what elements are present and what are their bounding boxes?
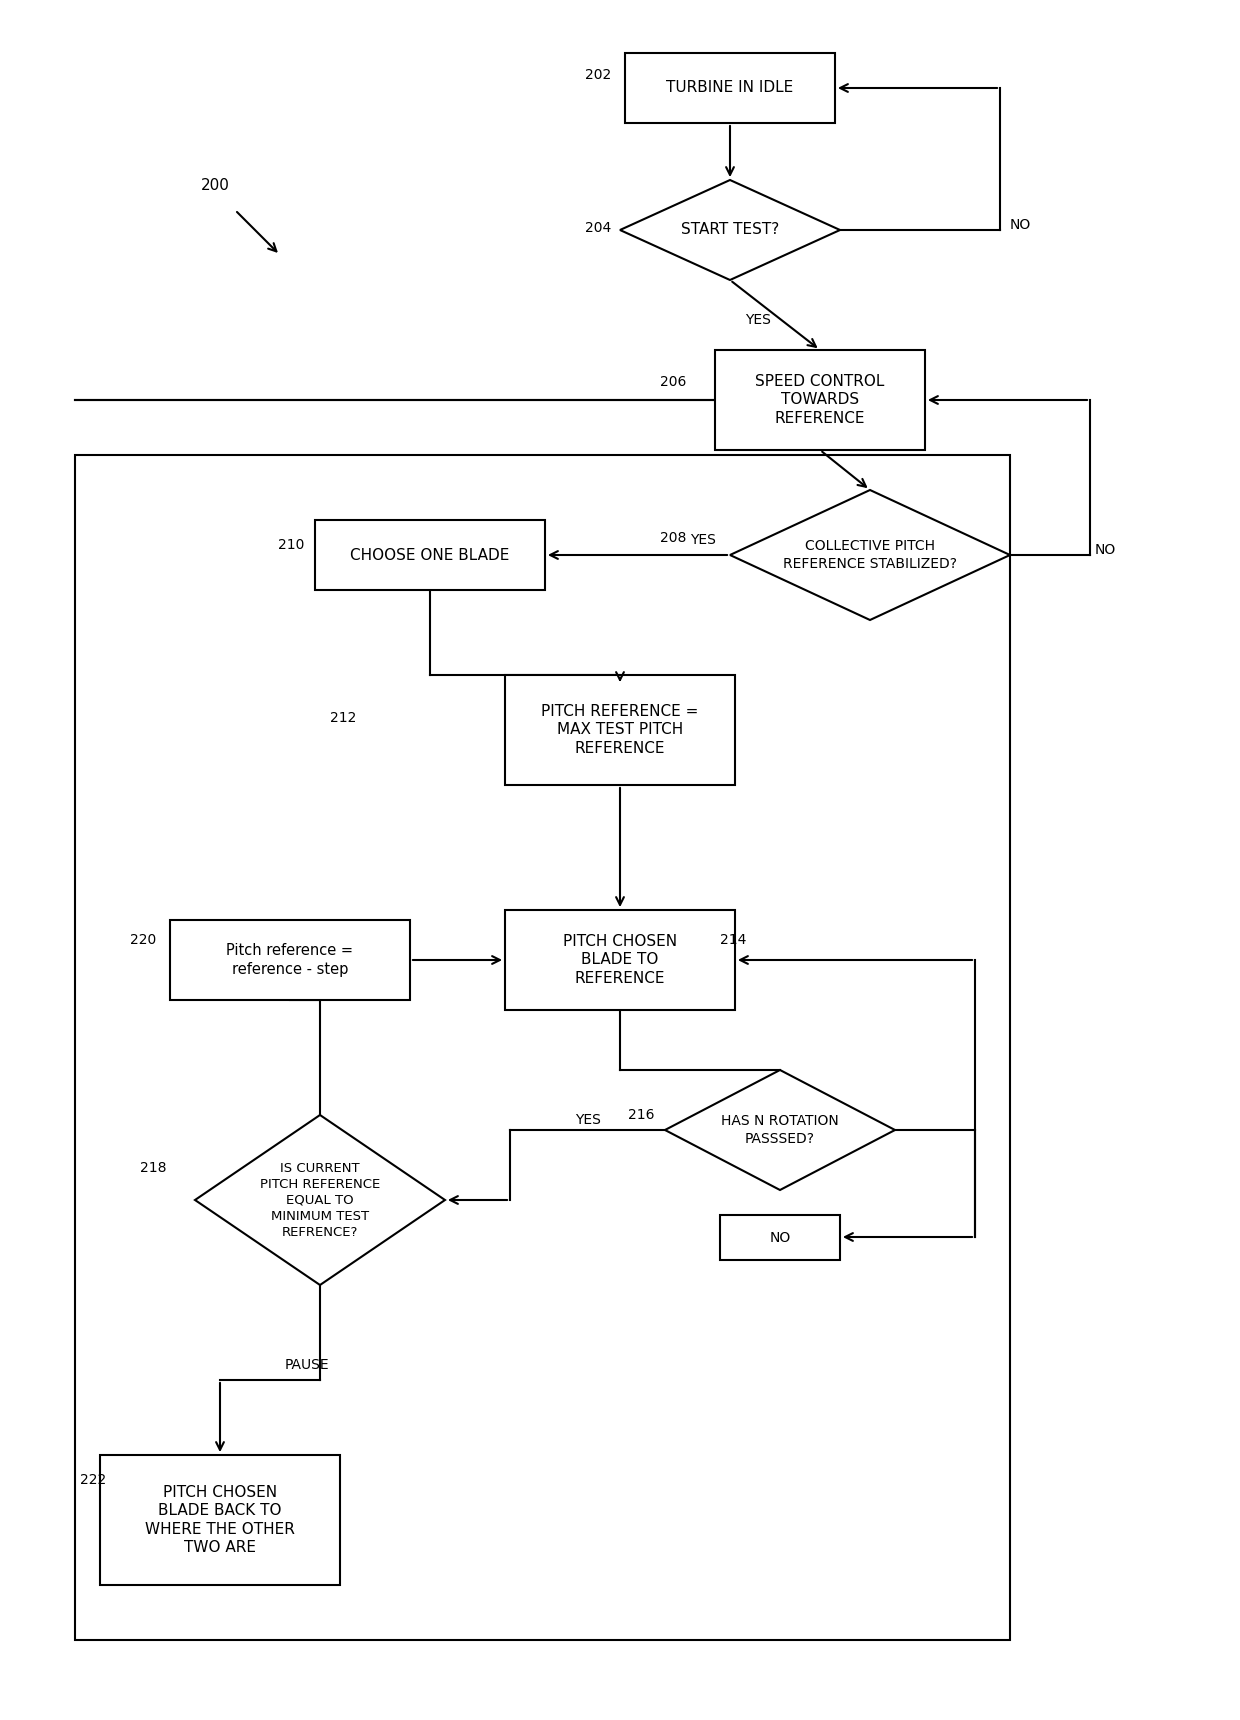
Polygon shape — [730, 490, 1011, 619]
Bar — [505, 910, 735, 1010]
Text: YES: YES — [575, 1113, 601, 1127]
Bar — [74, 456, 1011, 1639]
Polygon shape — [665, 1070, 895, 1190]
Text: YES: YES — [745, 313, 771, 327]
Text: 206: 206 — [660, 375, 687, 389]
Text: 210: 210 — [278, 538, 304, 552]
Text: CHOOSE ONE BLADE: CHOOSE ONE BLADE — [351, 547, 510, 562]
Bar — [625, 53, 835, 124]
Text: PITCH REFERENCE =
MAX TEST PITCH
REFERENCE: PITCH REFERENCE = MAX TEST PITCH REFEREN… — [542, 703, 698, 757]
Text: 212: 212 — [330, 710, 356, 726]
Text: SPEED CONTROL
TOWARDS
REFERENCE: SPEED CONTROL TOWARDS REFERENCE — [755, 373, 884, 427]
Text: IS CURRENT
PITCH REFERENCE
EQUAL TO
MINIMUM TEST
REFRENCE?: IS CURRENT PITCH REFERENCE EQUAL TO MINI… — [260, 1161, 381, 1238]
Text: NO: NO — [1011, 218, 1032, 232]
Bar — [720, 1214, 839, 1261]
Text: PAUSE: PAUSE — [285, 1359, 330, 1373]
Text: 202: 202 — [585, 69, 611, 83]
Text: Pitch reference =
reference - step: Pitch reference = reference - step — [227, 943, 353, 977]
Bar — [715, 349, 925, 451]
Text: START TEST?: START TEST? — [681, 222, 779, 237]
Text: YES: YES — [689, 533, 715, 547]
Text: NO: NO — [1095, 544, 1116, 557]
Polygon shape — [620, 181, 839, 280]
Bar — [170, 920, 410, 999]
Text: 204: 204 — [585, 220, 611, 236]
Text: COLLECTIVE PITCH
REFERENCE STABILIZED?: COLLECTIVE PITCH REFERENCE STABILIZED? — [782, 540, 957, 571]
Text: NO: NO — [769, 1230, 791, 1245]
Text: 220: 220 — [130, 932, 156, 948]
Text: PITCH CHOSEN
BLADE TO
REFERENCE: PITCH CHOSEN BLADE TO REFERENCE — [563, 934, 677, 986]
Text: 200: 200 — [201, 177, 229, 193]
Text: HAS N ROTATION
PASSSED?: HAS N ROTATION PASSSED? — [722, 1115, 839, 1146]
Bar — [315, 519, 546, 590]
Text: 214: 214 — [720, 932, 746, 948]
Text: 216: 216 — [627, 1108, 655, 1121]
Bar — [100, 1455, 340, 1586]
Bar — [505, 674, 735, 784]
Polygon shape — [195, 1115, 445, 1285]
Text: 218: 218 — [140, 1161, 166, 1175]
Text: 208: 208 — [660, 531, 687, 545]
Text: TURBINE IN IDLE: TURBINE IN IDLE — [666, 81, 794, 96]
Text: 222: 222 — [81, 1472, 107, 1488]
Text: PITCH CHOSEN
BLADE BACK TO
WHERE THE OTHER
TWO ARE: PITCH CHOSEN BLADE BACK TO WHERE THE OTH… — [145, 1484, 295, 1555]
